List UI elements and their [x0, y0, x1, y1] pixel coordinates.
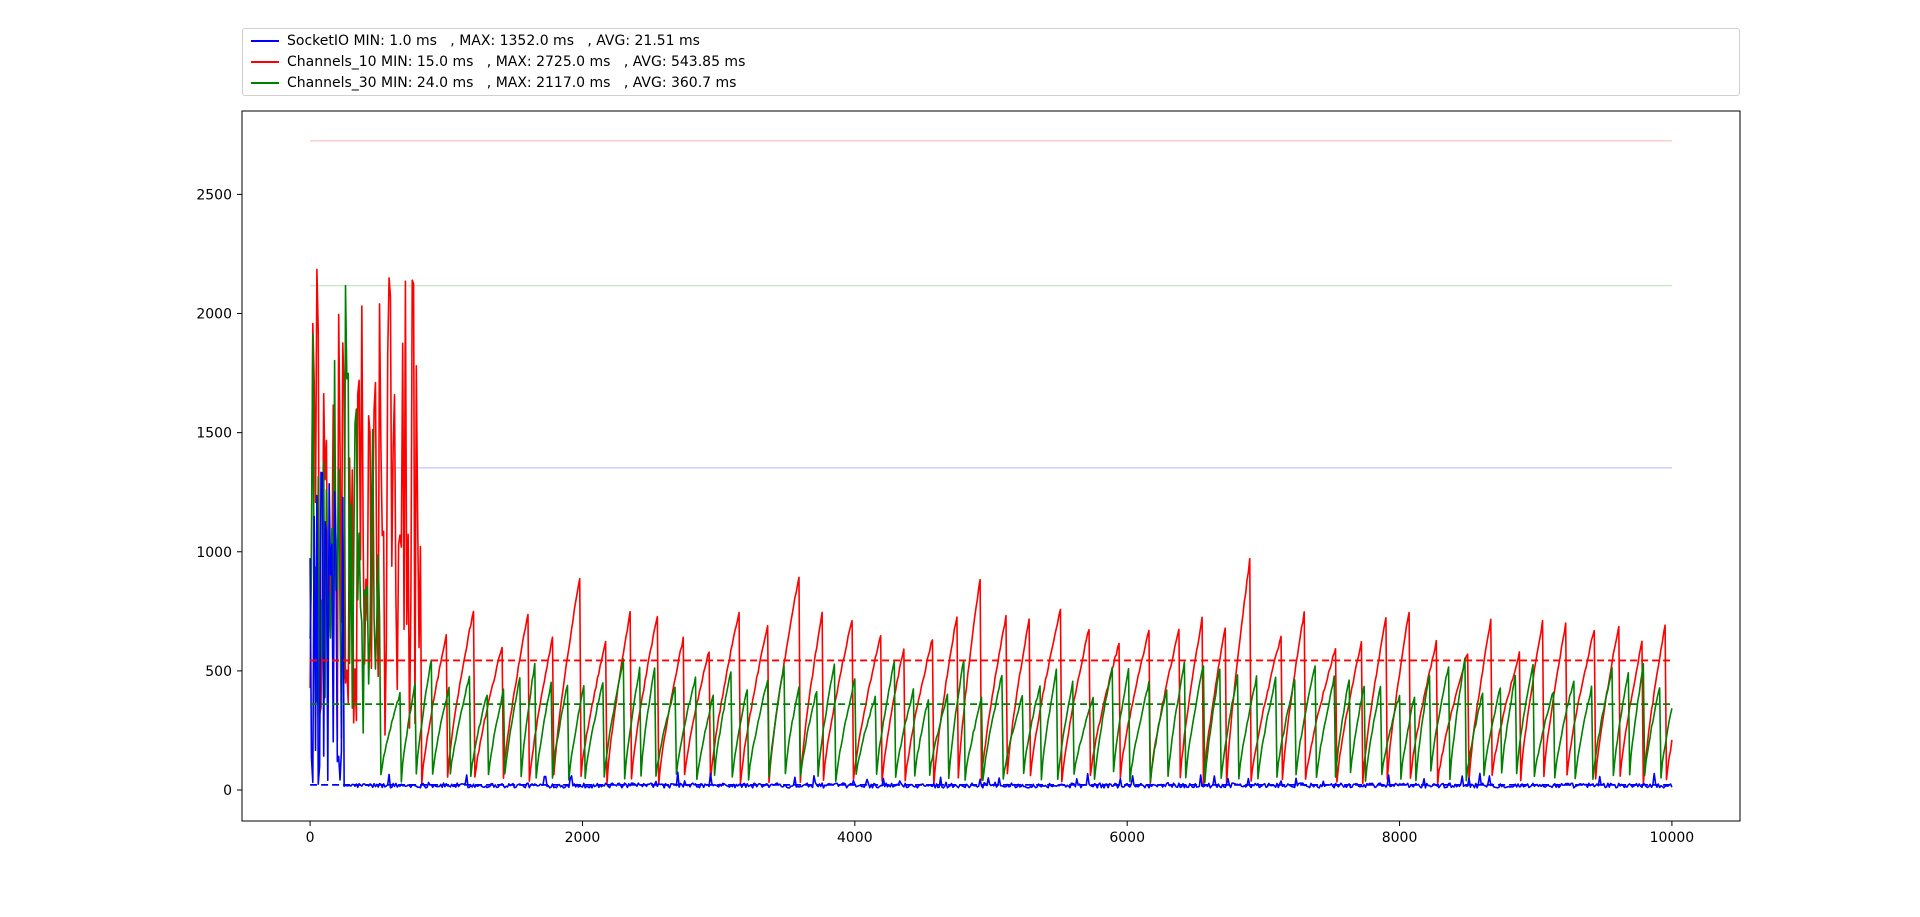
x-tick-label: 4000: [837, 830, 873, 846]
x-tick-label: 10000: [1650, 830, 1695, 846]
x-axis: 0 2000 4000 6000 8000 10000: [306, 821, 1695, 846]
y-tick-label: 0: [223, 783, 232, 799]
y-tick-label: 2500: [196, 187, 232, 203]
x-tick-label: 2000: [565, 830, 601, 846]
y-tick-label: 500: [205, 664, 232, 680]
x-tick-label: 6000: [1109, 830, 1145, 846]
legend-swatch-channels-30: [251, 82, 279, 84]
legend-entry-channels-10: Channels_10 MIN: 15.0 ms , MAX: 2725.0 m…: [251, 52, 745, 72]
plot-frame: [241, 110, 1741, 822]
series-line-channels-30: [309, 284, 1673, 784]
plot-area: [309, 140, 1673, 789]
legend-entry-socketio: SocketIO MIN: 1.0 ms , MAX: 1352.0 ms , …: [251, 31, 700, 51]
legend-label-channels-30: Channels_30 MIN: 24.0 ms , MAX: 2117.0 m…: [287, 75, 737, 91]
legend-swatch-socketio: [251, 40, 279, 42]
legend-label-channels-10: Channels_10 MIN: 15.0 ms , MAX: 2725.0 m…: [287, 54, 746, 70]
series-line-channels-10: [309, 268, 1673, 786]
series-line-socketio: [309, 471, 1673, 789]
y-tick-label: 2000: [196, 307, 232, 323]
legend-label-socketio: SocketIO MIN: 1.0 ms , MAX: 1352.0 ms , …: [287, 33, 700, 49]
y-axis: 0 500 1000 1500 2000 2500: [196, 187, 242, 799]
legend-swatch-channels-10: [251, 61, 279, 63]
x-tick-label: 0: [306, 830, 315, 846]
y-tick-label: 1500: [196, 426, 232, 442]
y-tick-label: 1000: [196, 545, 232, 561]
legend-entry-channels-30: Channels_30 MIN: 24.0 ms , MAX: 2117.0 m…: [251, 73, 736, 93]
x-tick-label: 8000: [1382, 830, 1418, 846]
chart-legend: SocketIO MIN: 1.0 ms , MAX: 1352.0 ms , …: [242, 28, 1740, 96]
